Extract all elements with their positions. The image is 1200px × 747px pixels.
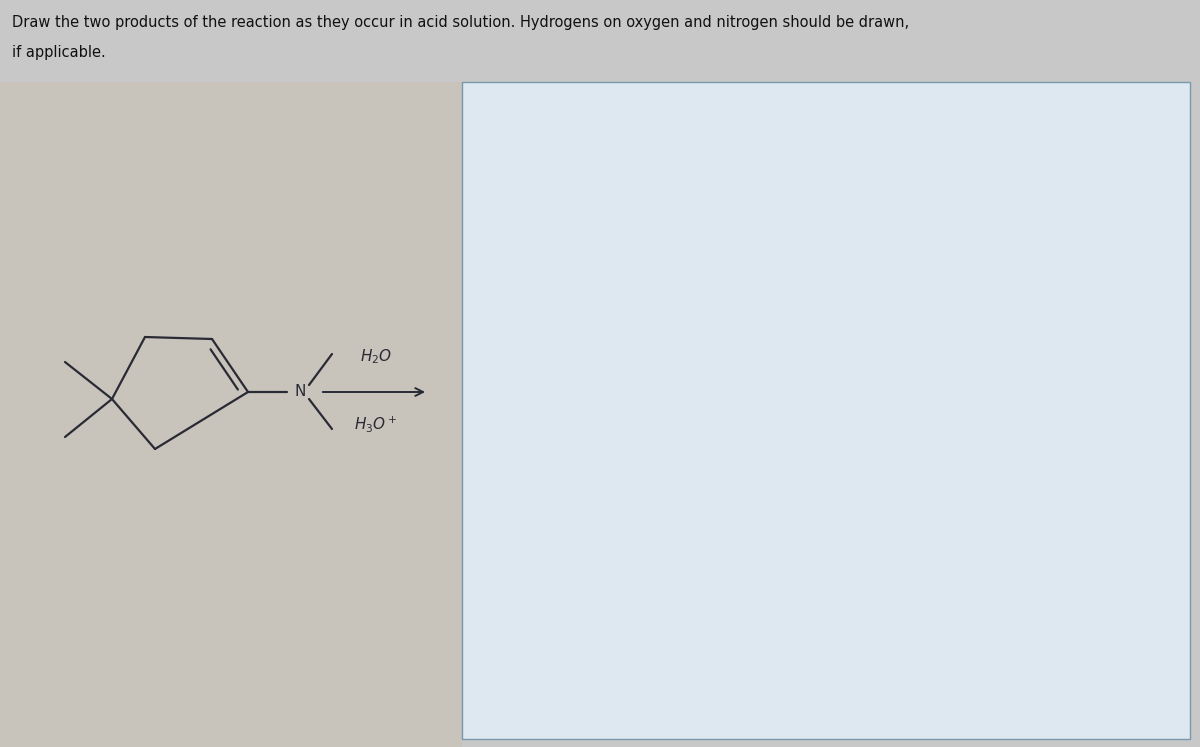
- Text: $H_3O^+$: $H_3O^+$: [354, 414, 398, 434]
- Bar: [0, 82, 462, 747]
- Text: N: N: [294, 385, 306, 400]
- Text: if applicable.: if applicable.: [12, 45, 106, 60]
- Bar: [462, 82, 1190, 739]
- Text: Draw the two products of the reaction as they occur in acid solution. Hydrogens : Draw the two products of the reaction as…: [12, 15, 910, 30]
- Text: $H_2O$: $H_2O$: [360, 347, 392, 366]
